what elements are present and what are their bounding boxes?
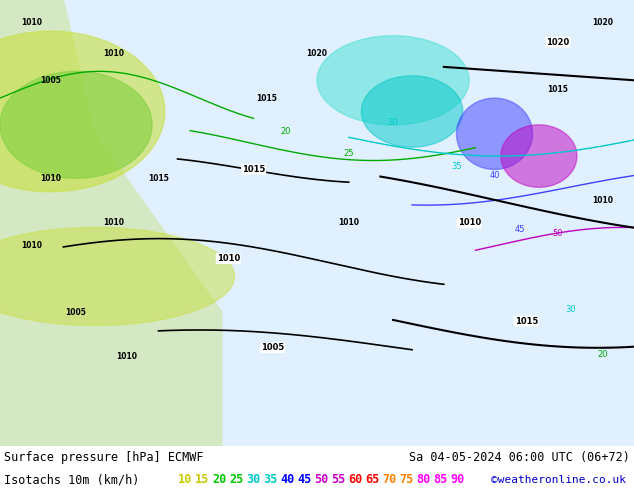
Text: 40: 40 [280, 473, 294, 487]
Text: 1005: 1005 [66, 308, 86, 317]
Text: 45: 45 [515, 225, 525, 234]
Text: 25: 25 [229, 473, 243, 487]
Text: 70: 70 [382, 473, 396, 487]
Text: 1010: 1010 [21, 18, 42, 27]
Text: 50: 50 [314, 473, 328, 487]
Text: 1015: 1015 [515, 317, 538, 325]
Text: 1020: 1020 [547, 38, 569, 47]
Text: 30: 30 [388, 118, 398, 127]
Text: 15: 15 [195, 473, 209, 487]
Text: 30: 30 [246, 473, 260, 487]
Text: 1005: 1005 [41, 76, 61, 85]
Text: 1010: 1010 [338, 219, 359, 227]
Text: 1010: 1010 [592, 196, 613, 205]
Text: 1010: 1010 [21, 241, 42, 250]
Text: 60: 60 [348, 473, 362, 487]
Text: 20: 20 [280, 127, 290, 136]
Text: 1015: 1015 [242, 165, 265, 174]
Polygon shape [0, 227, 235, 325]
Text: 1010: 1010 [116, 352, 138, 361]
Text: ©weatheronline.co.uk: ©weatheronline.co.uk [491, 475, 626, 485]
Text: 45: 45 [297, 473, 311, 487]
Text: 80: 80 [416, 473, 430, 487]
Text: Sa 04-05-2024 06:00 UTC (06+72): Sa 04-05-2024 06:00 UTC (06+72) [409, 451, 630, 465]
Text: 55: 55 [331, 473, 346, 487]
Text: Isotachs 10m (km/h): Isotachs 10m (km/h) [4, 473, 139, 487]
Text: 85: 85 [433, 473, 447, 487]
Polygon shape [317, 36, 469, 125]
Polygon shape [0, 0, 222, 446]
Polygon shape [0, 72, 152, 178]
Text: 90: 90 [450, 473, 464, 487]
Text: 35: 35 [451, 163, 462, 172]
Text: 10: 10 [178, 473, 192, 487]
Text: 65: 65 [365, 473, 379, 487]
Text: 30: 30 [566, 305, 576, 314]
Text: 1010: 1010 [40, 174, 61, 183]
Text: 1015: 1015 [256, 94, 276, 102]
Text: 1010: 1010 [458, 219, 481, 227]
Text: 1005: 1005 [261, 343, 284, 352]
Text: Surface pressure [hPa] ECMWF: Surface pressure [hPa] ECMWF [4, 451, 204, 465]
Text: 1010: 1010 [217, 254, 240, 263]
Text: 1010: 1010 [103, 49, 125, 58]
Polygon shape [501, 125, 577, 187]
Text: 1015: 1015 [148, 174, 169, 183]
Polygon shape [456, 98, 533, 170]
Text: 25: 25 [344, 149, 354, 158]
Polygon shape [361, 76, 463, 147]
Text: 1020: 1020 [306, 49, 328, 58]
Text: 40: 40 [489, 172, 500, 180]
Text: 1020: 1020 [592, 18, 613, 27]
Text: 75: 75 [399, 473, 413, 487]
Text: 20: 20 [597, 350, 607, 359]
Text: 35: 35 [263, 473, 277, 487]
Text: 1010: 1010 [103, 219, 125, 227]
Polygon shape [0, 31, 165, 192]
Text: 50: 50 [553, 229, 563, 238]
Text: 20: 20 [212, 473, 226, 487]
Text: 1015: 1015 [548, 85, 568, 94]
